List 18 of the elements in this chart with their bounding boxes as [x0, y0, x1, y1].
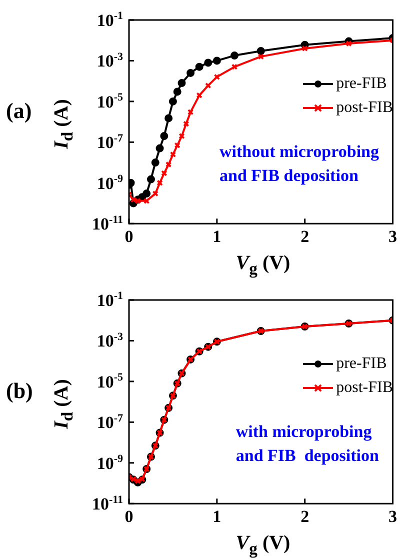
- x-axis-title: V$_{g}$ (V): [236, 252, 290, 279]
- legend-label: pre-FIB: [336, 354, 387, 374]
- legend-label: pre-FIB: [336, 74, 387, 94]
- x-tick-label: 3: [388, 507, 397, 526]
- x-tick-label: 0: [124, 227, 134, 246]
- legend-label: post-FIB: [336, 98, 393, 118]
- x-axis-title: V$_{g}$ (V): [236, 532, 290, 559]
- x-tick-label: 0: [124, 507, 134, 526]
- x-tick-label: 2: [300, 227, 310, 246]
- annotation: with microprobing and FIB deposition: [236, 421, 379, 467]
- x-tick-label: 1: [212, 227, 222, 246]
- annotation: without microprobing and FIB deposition: [220, 141, 379, 187]
- legend-label: post-FIB: [336, 378, 393, 398]
- x-tick-label: 2: [300, 507, 310, 526]
- x-tick-label: 1: [212, 507, 222, 526]
- text: (b): [6, 378, 33, 404]
- text: (a): [6, 98, 32, 124]
- x-tick-label: 3: [388, 227, 397, 246]
